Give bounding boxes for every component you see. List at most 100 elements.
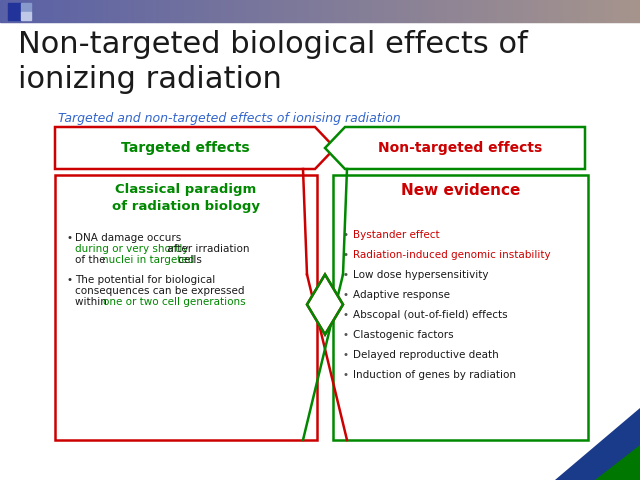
Bar <box>350 0 351 22</box>
Bar <box>363 0 364 22</box>
Bar <box>628 0 629 22</box>
Bar <box>123 0 124 22</box>
Bar <box>511 0 512 22</box>
Bar <box>200 0 201 22</box>
Bar <box>536 0 537 22</box>
Bar <box>461 0 462 22</box>
Bar <box>4 0 5 22</box>
Bar <box>268 0 269 22</box>
Bar <box>452 0 453 22</box>
Bar <box>55 0 56 22</box>
Bar <box>244 0 245 22</box>
Bar <box>636 0 637 22</box>
Bar <box>21 12 31 20</box>
Bar <box>412 0 413 22</box>
Bar <box>124 0 125 22</box>
Bar <box>332 0 333 22</box>
Bar <box>494 0 495 22</box>
Bar <box>504 0 505 22</box>
Text: one or two cell generations: one or two cell generations <box>103 297 246 307</box>
Bar <box>333 175 588 440</box>
Bar <box>241 0 242 22</box>
Bar <box>77 0 78 22</box>
Bar <box>293 0 294 22</box>
Bar <box>9 0 10 22</box>
Bar <box>567 0 568 22</box>
Bar <box>33 0 34 22</box>
Bar <box>150 0 151 22</box>
Bar <box>81 0 82 22</box>
Bar <box>66 0 67 22</box>
Bar <box>588 0 589 22</box>
Bar <box>566 0 567 22</box>
Bar <box>73 0 74 22</box>
Bar <box>509 0 510 22</box>
Bar <box>122 0 123 22</box>
Bar <box>577 0 578 22</box>
Bar <box>623 0 624 22</box>
Bar <box>595 0 596 22</box>
Bar <box>428 0 429 22</box>
Bar <box>288 0 289 22</box>
Bar <box>606 0 607 22</box>
Bar <box>40 0 41 22</box>
Bar <box>533 0 534 22</box>
Polygon shape <box>307 275 343 335</box>
Bar <box>446 0 447 22</box>
Bar <box>568 0 569 22</box>
Bar <box>29 0 30 22</box>
Bar <box>211 0 212 22</box>
Bar <box>46 0 47 22</box>
Bar <box>249 0 250 22</box>
Bar <box>556 0 557 22</box>
Bar <box>411 0 412 22</box>
Bar <box>429 0 430 22</box>
Bar <box>451 0 452 22</box>
Bar <box>168 0 169 22</box>
Bar <box>258 0 259 22</box>
Bar <box>240 0 241 22</box>
Bar <box>345 0 346 22</box>
Bar <box>436 0 437 22</box>
Bar <box>396 0 397 22</box>
Bar <box>521 0 522 22</box>
Bar <box>310 0 311 22</box>
Bar <box>188 0 189 22</box>
Bar <box>342 0 343 22</box>
Bar <box>119 0 120 22</box>
Bar <box>477 0 478 22</box>
Bar <box>112 0 113 22</box>
Bar <box>190 0 191 22</box>
Bar <box>498 0 499 22</box>
Bar <box>609 0 610 22</box>
Bar <box>203 0 204 22</box>
Bar <box>117 0 118 22</box>
Bar <box>266 0 267 22</box>
Bar <box>337 0 338 22</box>
Bar <box>323 0 324 22</box>
Text: Abscopal (out-of-field) effects: Abscopal (out-of-field) effects <box>353 310 508 320</box>
Bar <box>548 0 549 22</box>
Bar <box>17 0 18 22</box>
Bar <box>537 0 538 22</box>
Bar <box>214 0 215 22</box>
Bar <box>361 0 362 22</box>
Bar <box>385 0 386 22</box>
Bar <box>232 0 233 22</box>
Bar <box>631 0 632 22</box>
Bar <box>297 0 298 22</box>
Bar <box>67 0 68 22</box>
Bar <box>347 0 348 22</box>
Bar <box>450 0 451 22</box>
Bar <box>544 0 545 22</box>
Bar <box>269 0 270 22</box>
Bar <box>541 0 542 22</box>
Polygon shape <box>325 127 585 169</box>
Bar <box>419 0 420 22</box>
Bar <box>339 0 340 22</box>
Bar <box>484 0 485 22</box>
Bar <box>483 0 484 22</box>
Bar <box>355 0 356 22</box>
Bar <box>468 0 469 22</box>
Bar <box>96 0 97 22</box>
